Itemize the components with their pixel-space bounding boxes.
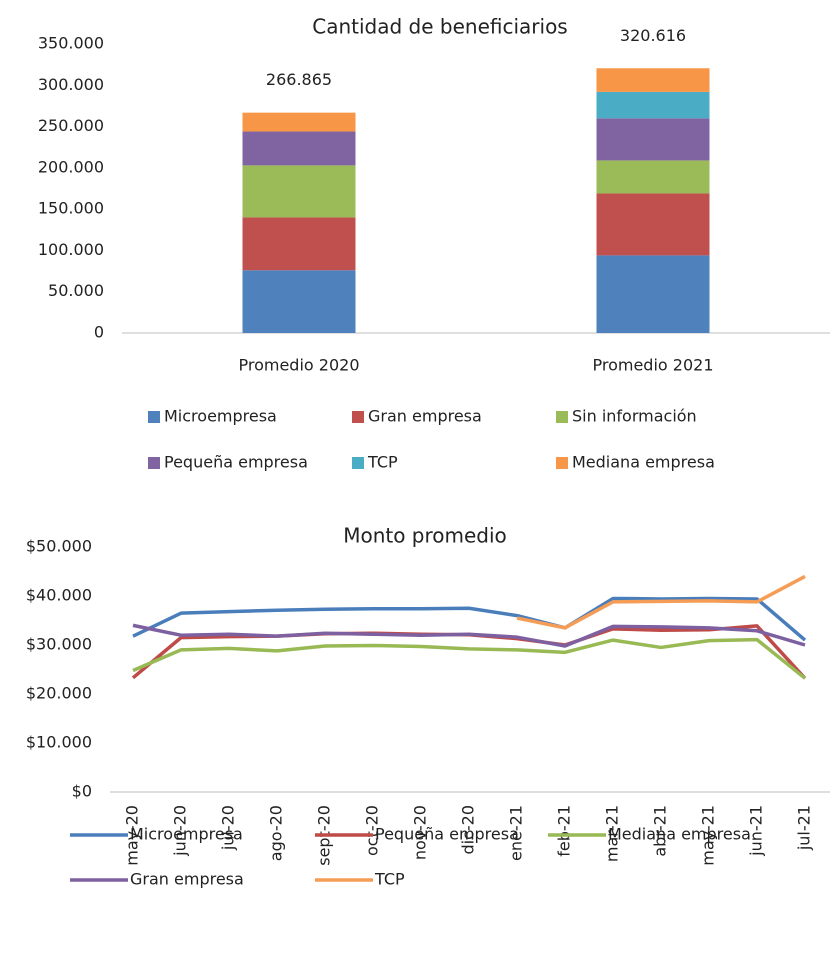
x-tick-label: abr-21 — [651, 805, 670, 857]
y-tick-label: $10.000 — [26, 733, 92, 752]
chart-title: Monto promedio — [343, 524, 507, 548]
bar-segment — [596, 118, 710, 161]
x-tick-label: Promedio 2021 — [592, 356, 713, 375]
legend-label: Microempresa — [164, 407, 277, 426]
line-series — [516, 574, 806, 630]
y-tick-label: 300.000 — [38, 75, 104, 94]
bar-segment — [596, 68, 710, 92]
legend-label: Mediana empresa — [572, 453, 715, 472]
y-tick-label: $40.000 — [26, 586, 92, 605]
y-tick-label: $50.000 — [26, 537, 92, 556]
legend-label: Sin información — [572, 407, 697, 426]
chart-title: Cantidad de beneficiarios — [312, 15, 567, 39]
bar-segment — [596, 255, 710, 333]
x-tick-label: feb-21 — [555, 805, 574, 857]
bar-segment — [242, 131, 356, 166]
x-tick-label: mar-21 — [603, 805, 622, 862]
y-tick-label: 250.000 — [38, 116, 104, 135]
y-tick-label: 150.000 — [38, 199, 104, 218]
x-tick-label: oct-20 — [363, 805, 382, 856]
legend-label: Mediana empresa — [608, 825, 751, 844]
legend-swatch — [148, 457, 160, 469]
x-tick-label: may-21 — [699, 805, 718, 866]
y-tick-label: 50.000 — [48, 281, 104, 300]
y-tick-label: $20.000 — [26, 684, 92, 703]
bar-segment — [596, 193, 710, 256]
total-label: 320.616 — [620, 26, 686, 45]
bar-segment — [596, 160, 710, 194]
y-tick-label: 350.000 — [38, 34, 104, 53]
y-tick-label: 100.000 — [38, 240, 104, 259]
bar-segment — [242, 217, 356, 271]
x-tick-label: ago-20 — [267, 805, 286, 861]
line-series — [132, 623, 806, 648]
legend-swatch — [352, 411, 364, 423]
legend-label: TCP — [374, 870, 405, 889]
legend-label: Gran empresa — [368, 407, 482, 426]
x-tick-label: jun-20 — [171, 805, 190, 857]
y-tick-label: $30.000 — [26, 635, 92, 654]
x-tick-label: dic-20 — [459, 805, 478, 855]
bar-segment — [596, 91, 710, 119]
y-tick-label: 0 — [94, 323, 104, 342]
line-series — [132, 637, 807, 680]
bar-segment — [242, 270, 356, 333]
x-tick-label: jul-21 — [795, 805, 814, 851]
x-tick-label: jun-21 — [747, 805, 766, 857]
x-tick-label: may-20 — [123, 805, 142, 866]
line-series — [132, 596, 807, 642]
legend-label: TCP — [367, 453, 398, 472]
legend-swatch — [352, 457, 364, 469]
bar-segment — [242, 112, 356, 132]
y-tick-label: $0 — [72, 782, 92, 801]
x-tick-label: jul-20 — [219, 805, 238, 851]
legend-label: Microempresa — [130, 825, 243, 844]
y-tick-label: 200.000 — [38, 157, 104, 176]
bar-segment — [242, 165, 356, 218]
x-tick-label: Promedio 2020 — [238, 356, 359, 375]
x-tick-label: nov-20 — [411, 805, 430, 860]
legend-swatch — [556, 411, 568, 423]
legend-label: Pequeña empresa — [164, 453, 308, 472]
total-label: 266.865 — [266, 70, 332, 89]
legend-swatch — [556, 457, 568, 469]
x-tick-label: ene-21 — [507, 805, 526, 861]
legend-swatch — [148, 411, 160, 423]
legend-label: Gran empresa — [130, 870, 244, 889]
legend-label: Pequeña empresa — [375, 825, 519, 844]
